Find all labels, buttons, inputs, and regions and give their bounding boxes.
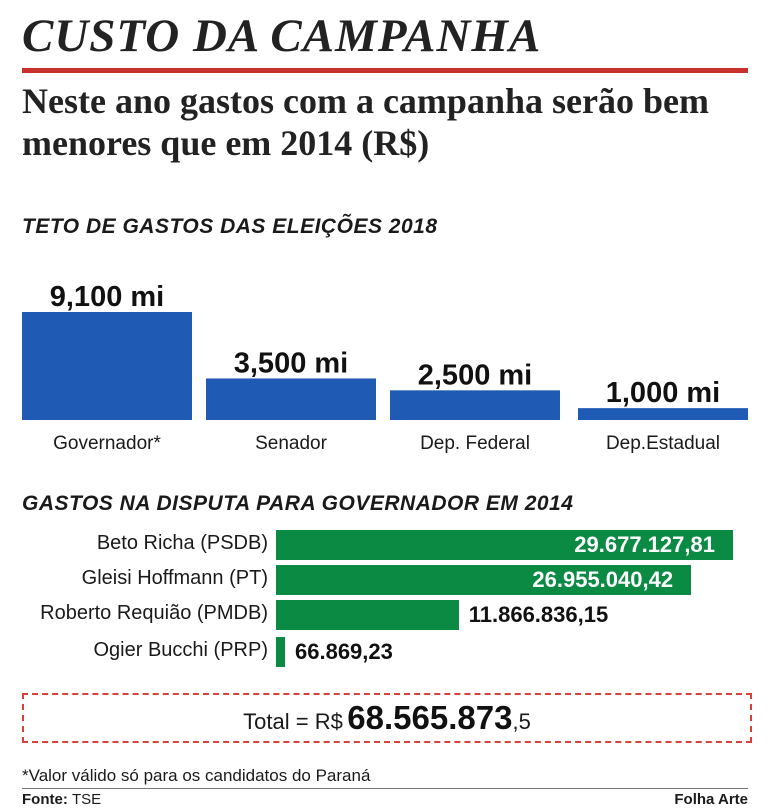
bar-category-label: Governador* (53, 433, 161, 454)
total-prefix: Total = R$ (243, 709, 343, 734)
footer-rule (22, 788, 748, 789)
hbar-category-label: Roberto Requião (PMDB) (40, 602, 268, 624)
total-box: Total = R$ 68.565.873,5 (22, 693, 752, 743)
hbar-row: Ogier Bucchi (PRP) 66.869,23 (0, 637, 770, 667)
bar-category-label: Dep. Federal (420, 433, 530, 454)
hbar-0 (276, 530, 733, 560)
bar-value-label: 2,500 mi (418, 359, 532, 391)
bar-3 (578, 408, 748, 420)
hbar-row: Gleisi Hoffmann (PT) 26.955.040,42 (0, 565, 770, 595)
credit: Folha Arte (674, 791, 748, 808)
source-value: TSE (72, 791, 102, 808)
bar-value-label: 1,000 mi (606, 377, 720, 409)
hbar-value-label: 29.677.127,81 (574, 532, 715, 557)
hbar-category-label: Beto Richa (PSDB) (96, 532, 268, 554)
headline-rule (22, 68, 748, 73)
bar-value-label: 9,100 mi (50, 281, 164, 313)
source-label: Fonte: (22, 791, 68, 808)
hbar-value-label: 26.955.040,42 (532, 567, 674, 592)
governor-spending-title: GASTOS NA DISPUTA PARA GOVERNADOR EM 201… (22, 492, 574, 515)
bar-2 (390, 390, 560, 420)
hbar-row: Beto Richa (PSDB) 29.677.127,81 (0, 530, 770, 560)
hbar-row: Roberto Requião (PMDB) 11.866.836,15 (0, 600, 770, 630)
spending-cap-title: TETO DE GASTOS DAS ELEIÇÕES 2018 (22, 215, 438, 238)
hbar-category-label: Ogier Bucchi (PRP) (93, 639, 269, 661)
hbar-2 (276, 600, 459, 630)
headline: CUSTO DA CAMPANHA (22, 10, 542, 62)
spending-cap-chart: 9,100 mi Governador* 3,500 mi Senador 2,500 … (22, 281, 748, 454)
hbar-value-label: 66.869,23 (295, 639, 393, 664)
subheadline: Neste ano gastos com a campanha serão be… (22, 81, 709, 163)
hbar-category-label: Gleisi Hoffmann (PT) (81, 567, 268, 589)
bar-value-label: 3,500 mi (234, 347, 348, 379)
bar-1 (206, 378, 376, 420)
total-amount: 68.565.873 (347, 699, 513, 736)
bar-0 (22, 312, 192, 420)
hbar-value-label: 11.866.836,15 (468, 602, 609, 627)
source-line: Fonte: TSE (22, 791, 101, 808)
bar-category-label: Senador (255, 433, 328, 454)
hbar-3 (276, 637, 285, 667)
footnote: *Valor válido só para os candidatos do P… (22, 766, 371, 785)
hbar-1 (276, 565, 692, 595)
bar-category-label: Dep.Estadual (606, 433, 720, 454)
total-cents: ,5 (512, 709, 531, 734)
